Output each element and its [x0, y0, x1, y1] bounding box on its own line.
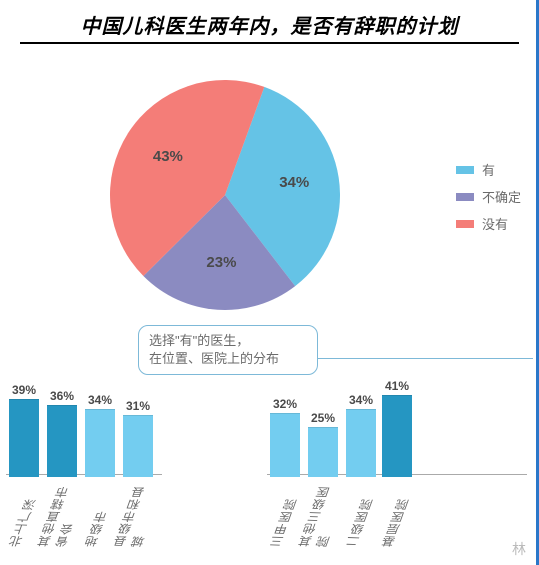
title-underline [20, 42, 519, 44]
bar-item: 32%三甲医院 [270, 397, 300, 549]
bar-value-label: 31% [126, 399, 150, 413]
legend-item-yes: 有 [456, 160, 521, 179]
bar-item: 36%其他直辖市省会 [45, 389, 79, 549]
bar-charts-area: 39%北上广深36%其他直辖市省会34%地级市31%县级市和县城 32%三甲医院… [0, 379, 539, 549]
bar-value-label: 25% [311, 411, 335, 425]
annotation-connector [318, 358, 533, 359]
bar-item: 39%北上广深 [9, 383, 39, 549]
pie-legend: 有 不确定 没有 [456, 160, 521, 241]
annotation-line1: 选择"有"的医生， [149, 332, 307, 350]
legend-swatch [456, 220, 474, 228]
bar-value-label: 34% [349, 393, 373, 407]
pie-label-no: 43% [153, 148, 183, 165]
bar-rect [85, 409, 115, 477]
bar-rect [308, 427, 338, 477]
bar-rect [346, 409, 376, 477]
bar-value-label: 34% [88, 393, 112, 407]
bar-category-label: 基层医院 [378, 482, 417, 550]
bar-value-label: 41% [385, 379, 409, 393]
bar-value-label: 32% [273, 397, 297, 411]
annotation-box: 选择"有"的医生， 在位置、医院上的分布 [138, 325, 318, 375]
bar-item: 41%基层医院 [382, 379, 412, 549]
bar-group-location: 39%北上广深36%其他直辖市省会34%地级市31%县级市和县城 [6, 383, 158, 549]
bar-rect [9, 399, 39, 477]
bar-item: 25%其他三级医院 [306, 411, 340, 549]
bar-rect [270, 413, 300, 477]
bar-value-label: 39% [12, 383, 36, 397]
bar-value-label: 36% [50, 389, 74, 403]
legend-item-no: 没有 [456, 214, 521, 233]
legend-swatch [456, 193, 474, 201]
pie-chart: 34% 23% 43% [110, 80, 340, 310]
legend-swatch [456, 166, 474, 174]
pie-label-yes: 34% [279, 174, 309, 191]
legend-label: 有 [482, 160, 495, 179]
chart-title: 中国儿科医生两年内，是否有辞职的计划 [0, 10, 539, 39]
annotation-line2: 在位置、医院上的分布 [149, 350, 307, 368]
legend-item-unsure: 不确定 [456, 187, 521, 206]
legend-label: 没有 [482, 214, 508, 233]
bar-item: 34%地级市 [85, 393, 115, 549]
bar-rect [47, 405, 77, 477]
watermark: 林 [512, 539, 527, 559]
bar-item: 34%二级医院 [346, 393, 376, 549]
pie-svg [110, 80, 340, 310]
bar-group-hospital: 32%三甲医院25%其他三级医院34%二级医院41%基层医院 [267, 379, 415, 549]
pie-label-unsure: 23% [206, 254, 236, 271]
legend-label: 不确定 [482, 187, 521, 206]
bar-rect [123, 415, 153, 477]
bar-rect [382, 395, 412, 477]
bar-item: 31%县级市和县城 [121, 399, 155, 549]
